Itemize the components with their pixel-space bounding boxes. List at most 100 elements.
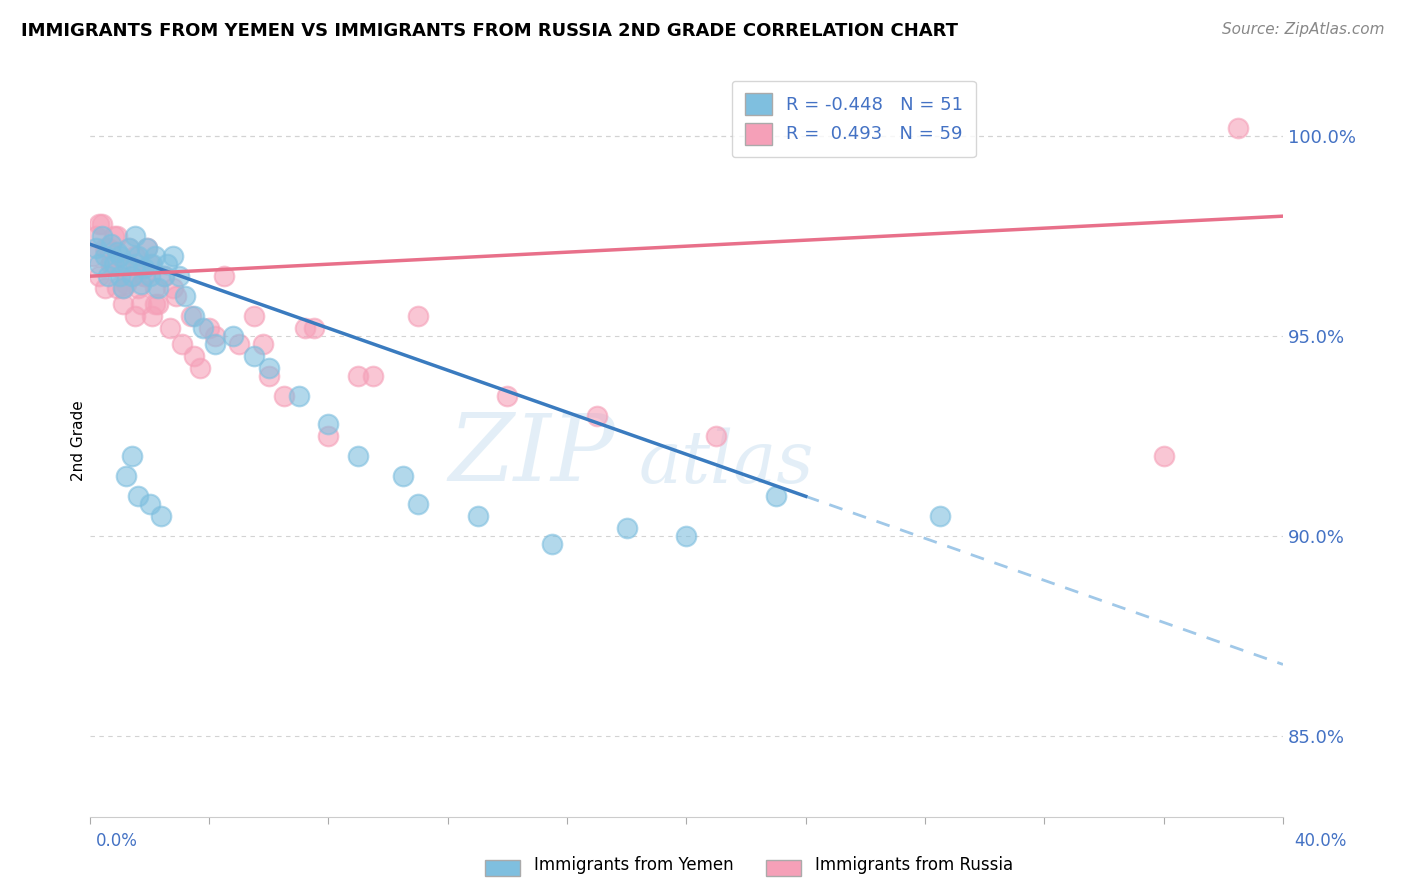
Point (616, 521, 638, 535)
Point (105, 229, 128, 244)
Point (121, 269, 143, 284)
Point (347, 450, 370, 464)
Point (141, 257, 163, 271)
Point (162, 281, 184, 295)
Point (148, 297, 170, 311)
Point (138, 269, 160, 284)
Point (135, 241, 157, 255)
Point (156, 257, 179, 271)
Point (541, 537, 564, 551)
Point (704, 429, 727, 443)
Point (1227, 121, 1250, 136)
Point (406, 497, 429, 511)
Point (174, 289, 197, 303)
Point (132, 269, 155, 284)
Point (141, 310, 163, 324)
Text: 0.0%: 0.0% (96, 831, 138, 849)
Text: Immigrants from Russia: Immigrants from Russia (815, 855, 1014, 873)
Point (257, 369, 280, 384)
Point (145, 281, 167, 295)
Point (117, 241, 139, 255)
Point (135, 241, 157, 255)
Point (114, 257, 136, 271)
Point (159, 321, 181, 335)
Point (204, 329, 226, 343)
Point (132, 261, 155, 276)
Point (180, 310, 202, 324)
Point (406, 310, 429, 324)
Point (127, 249, 149, 263)
Point (467, 509, 489, 524)
Point (183, 349, 205, 363)
Point (127, 281, 149, 295)
Point (105, 281, 128, 295)
Point (138, 497, 160, 511)
Point (100, 237, 122, 252)
Point (97, 269, 120, 284)
Point (257, 361, 280, 376)
Point (169, 269, 191, 284)
Point (124, 249, 146, 263)
Point (108, 261, 131, 276)
Point (496, 389, 519, 403)
Point (87, 269, 110, 284)
Point (94, 249, 117, 263)
Point (138, 257, 160, 271)
Point (183, 310, 205, 324)
Point (252, 337, 274, 351)
Point (100, 257, 122, 271)
Point (84, 229, 107, 244)
Point (150, 509, 173, 524)
Point (172, 337, 194, 351)
Point (121, 450, 143, 464)
Point (129, 277, 152, 292)
Point (302, 321, 325, 335)
Point (90, 229, 112, 244)
Point (111, 281, 134, 295)
Point (287, 389, 309, 403)
Point (84, 241, 107, 255)
Point (114, 469, 136, 483)
Point (148, 281, 170, 295)
Point (929, 509, 952, 524)
Point (392, 469, 415, 483)
Point (87, 257, 110, 271)
Point (108, 269, 131, 284)
Point (132, 269, 155, 284)
Text: ZIP: ZIP (449, 410, 614, 500)
Point (127, 489, 149, 503)
Point (145, 249, 167, 263)
Point (193, 321, 215, 335)
Point (318, 417, 340, 432)
Point (124, 310, 146, 324)
Point (273, 389, 295, 403)
Point (82, 249, 104, 263)
Text: 40.0%: 40.0% (1295, 831, 1347, 849)
Y-axis label: 2nd Grade: 2nd Grade (72, 400, 86, 481)
Point (90, 217, 112, 231)
Point (153, 269, 176, 284)
Point (111, 281, 134, 295)
Point (228, 337, 250, 351)
Point (165, 289, 187, 303)
Point (103, 229, 125, 244)
Point (318, 429, 340, 443)
Legend: R = -0.448   N = 51, R =  0.493   N = 59: R = -0.448 N = 51, R = 0.493 N = 59 (733, 80, 976, 157)
Point (243, 310, 266, 324)
Text: atlas: atlas (638, 427, 814, 498)
Point (222, 329, 245, 343)
Point (108, 249, 131, 263)
Point (97, 241, 120, 255)
Point (124, 229, 146, 244)
Point (198, 321, 221, 335)
Point (675, 529, 697, 543)
Point (188, 361, 211, 376)
Point (294, 321, 316, 335)
Text: Source: ZipAtlas.com: Source: ZipAtlas.com (1222, 22, 1385, 37)
Point (162, 249, 184, 263)
Point (121, 269, 143, 284)
Point (100, 257, 122, 271)
Point (212, 269, 235, 284)
Point (361, 369, 384, 384)
Point (111, 297, 134, 311)
